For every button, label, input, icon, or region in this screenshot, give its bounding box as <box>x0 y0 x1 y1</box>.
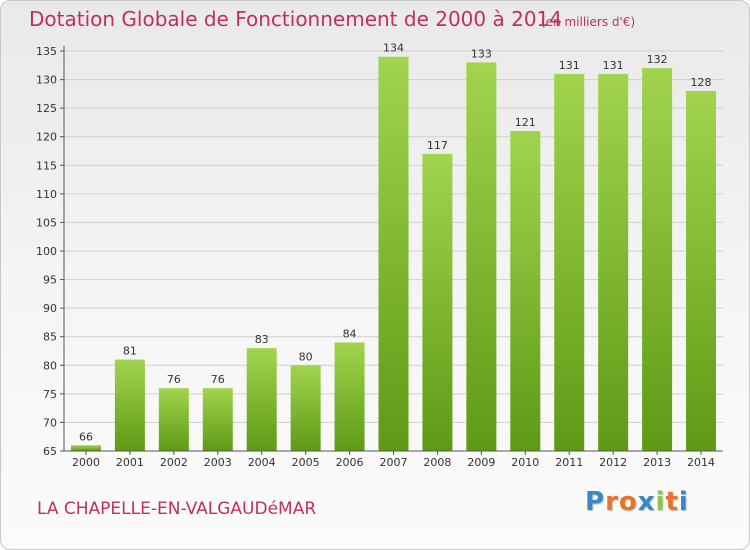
x-tick-label: 2012 <box>599 456 627 469</box>
bar-2008 <box>422 153 453 451</box>
data-label: 128 <box>691 76 712 89</box>
x-tick-label: 2009 <box>467 456 495 469</box>
y-tick-label: 75 <box>43 388 57 401</box>
x-tick-label: 2005 <box>292 456 320 469</box>
y-tick-label: 125 <box>36 102 57 115</box>
data-label: 76 <box>211 373 225 386</box>
y-tick-label: 80 <box>43 359 57 372</box>
y-tick-label: 95 <box>43 274 57 287</box>
commune-name: LA CHAPELLE-EN-VALGAUDéMAR <box>37 499 317 519</box>
logo-letter: x <box>637 487 656 517</box>
data-label: 133 <box>471 47 492 60</box>
y-tick-label: 100 <box>36 245 57 258</box>
data-label: 132 <box>647 53 668 66</box>
y-tick-label: 105 <box>36 216 57 229</box>
proxiti-logo[interactable]: Proxiti <box>585 487 689 517</box>
logo-letter: r <box>605 487 619 517</box>
data-label: 83 <box>255 333 269 346</box>
y-tick-label: 65 <box>43 445 57 458</box>
logo-letter: o <box>618 487 638 517</box>
axes: 65 70 75 80 85 90 95 100 105 110 115 120 125 130 135 20… <box>36 45 723 469</box>
x-tick-label: 2010 <box>511 456 539 469</box>
x-tick-label: 2011 <box>555 456 583 469</box>
data-labels: 66 81 76 76 83 80 84 134 117 133 121 131 131 132 128 <box>79 42 712 444</box>
bar-2003 <box>202 388 233 451</box>
bar-2014 <box>686 91 717 451</box>
x-tick-label: 2008 <box>423 456 451 469</box>
y-tick-label: 70 <box>43 416 57 429</box>
y-tick-label: 115 <box>36 159 57 172</box>
y-tick-label: 130 <box>36 74 57 87</box>
bar-2012 <box>598 73 629 451</box>
logo-letter: P <box>585 487 606 517</box>
bar-2007 <box>378 56 409 451</box>
x-tick-label: 2013 <box>643 456 671 469</box>
data-label: 134 <box>383 42 404 55</box>
x-tick-label: 2014 <box>687 456 715 469</box>
data-label: 84 <box>343 327 357 340</box>
x-tick-label: 2002 <box>160 456 188 469</box>
data-label: 131 <box>603 59 624 72</box>
x-tick-label: 2004 <box>248 456 276 469</box>
bar-2002 <box>158 388 189 451</box>
bars <box>70 56 717 452</box>
bar-2005 <box>290 365 321 451</box>
bar-2011 <box>554 73 585 451</box>
data-label: 121 <box>515 116 536 129</box>
x-tick-label: 2001 <box>116 456 144 469</box>
data-label: 81 <box>123 345 137 358</box>
bar-2000 <box>70 445 101 451</box>
bar-2004 <box>246 348 277 451</box>
x-tick-label: 2003 <box>204 456 232 469</box>
x-tick-label: 2000 <box>72 456 100 469</box>
y-tick-label: 85 <box>43 331 57 344</box>
data-label: 66 <box>79 430 93 443</box>
x-tick-label: 2006 <box>336 456 364 469</box>
bar-2010 <box>510 131 541 451</box>
data-label: 131 <box>559 59 580 72</box>
chart-unit-note: (en milliers d'€) <box>541 15 636 29</box>
logo-letter: i <box>678 487 689 517</box>
bar-2001 <box>114 359 145 451</box>
logo-letter: t <box>665 487 679 517</box>
bar-2006 <box>334 342 365 451</box>
y-tick-label: 110 <box>36 188 57 201</box>
data-label: 80 <box>299 350 313 363</box>
y-tick-label: 135 <box>36 45 57 58</box>
y-tick-label: 120 <box>36 131 57 144</box>
chart-title: Dotation Globale de Fonctionnement de 20… <box>29 7 562 31</box>
data-label: 76 <box>167 373 181 386</box>
bar-2013 <box>642 68 673 452</box>
logo-letter: i <box>655 487 666 517</box>
x-tick-label: 2007 <box>380 456 408 469</box>
bar-2009 <box>466 62 497 452</box>
data-label: 117 <box>427 139 448 152</box>
y-tick-label: 90 <box>43 302 57 315</box>
